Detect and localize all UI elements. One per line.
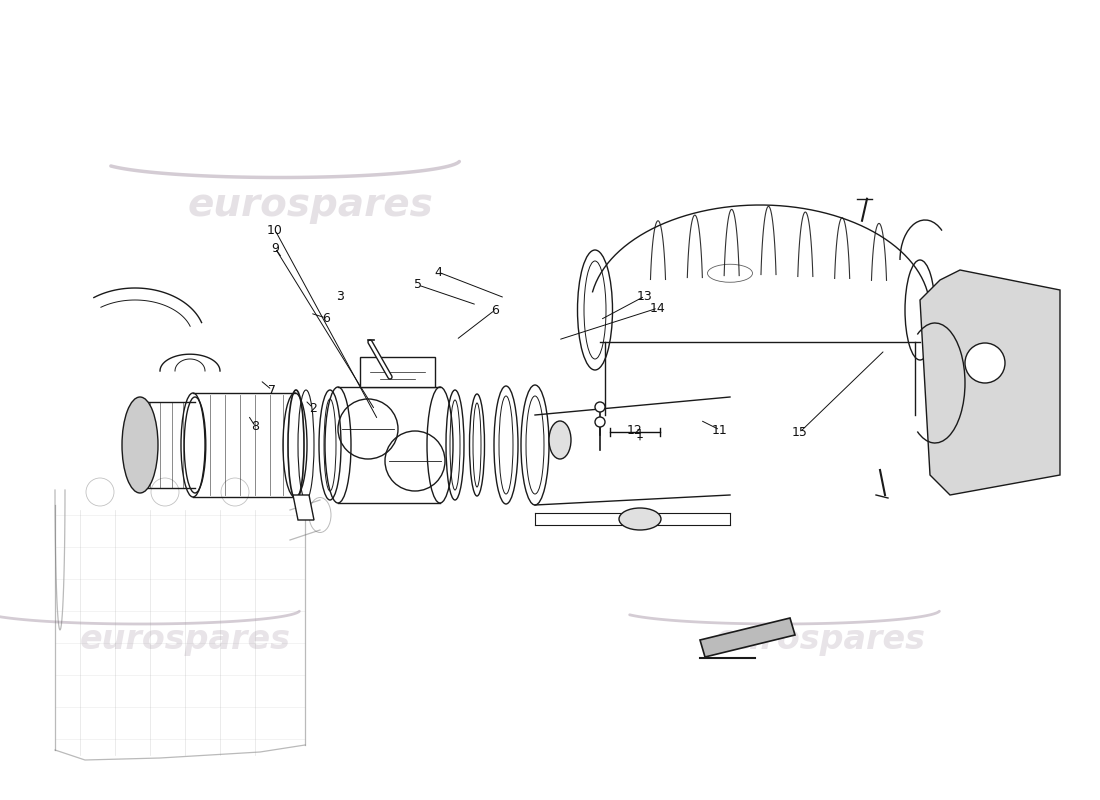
- Circle shape: [965, 343, 1005, 383]
- Text: 13: 13: [637, 290, 653, 302]
- Ellipse shape: [122, 397, 158, 493]
- Circle shape: [595, 417, 605, 427]
- Text: eurospares: eurospares: [79, 623, 290, 657]
- FancyBboxPatch shape: [360, 357, 434, 387]
- Text: 14: 14: [650, 302, 666, 314]
- Ellipse shape: [619, 508, 661, 530]
- Text: 7: 7: [268, 383, 276, 397]
- Text: eurospares: eurospares: [715, 623, 925, 657]
- Text: 15: 15: [792, 426, 807, 438]
- Text: 1: 1: [636, 429, 644, 442]
- Polygon shape: [700, 618, 795, 657]
- Ellipse shape: [549, 421, 571, 459]
- Text: 9: 9: [271, 242, 279, 254]
- Text: 12: 12: [627, 423, 642, 437]
- Text: 5: 5: [414, 278, 422, 291]
- Text: 8: 8: [251, 419, 258, 433]
- Circle shape: [595, 402, 605, 412]
- Text: 2: 2: [309, 402, 317, 414]
- Text: eurospares: eurospares: [187, 186, 433, 224]
- Text: 4: 4: [434, 266, 442, 278]
- Text: 11: 11: [712, 423, 728, 437]
- Text: 3: 3: [337, 290, 344, 302]
- Text: 6: 6: [322, 311, 330, 325]
- Polygon shape: [293, 495, 314, 520]
- Text: 10: 10: [267, 223, 283, 237]
- Polygon shape: [920, 270, 1060, 495]
- Text: 6: 6: [491, 303, 499, 317]
